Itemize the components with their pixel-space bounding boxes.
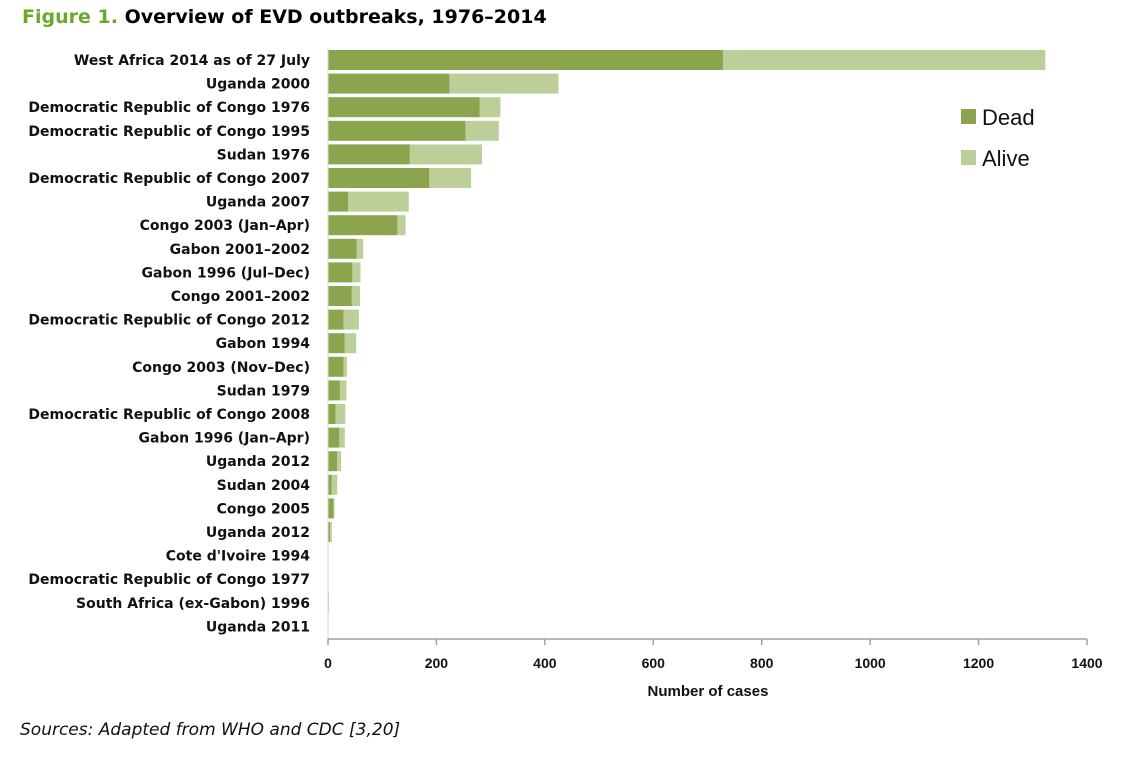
category-label: Sudan 1979 bbox=[217, 383, 310, 399]
bar-dead bbox=[328, 238, 357, 259]
bar-alive bbox=[339, 427, 345, 448]
bar-dead bbox=[328, 50, 724, 70]
category-label: West Africa 2014 as of 27 July bbox=[74, 53, 310, 69]
x-axis-ticks: 0 200 400 600 800 1000 1200 1400 bbox=[324, 639, 1103, 671]
bar-alive bbox=[479, 97, 501, 118]
bar-dead bbox=[328, 262, 353, 283]
category-label: Uganda 2012 bbox=[206, 454, 310, 470]
bar-alive bbox=[348, 191, 409, 212]
bar-dead bbox=[328, 215, 398, 236]
legend-swatch-dead bbox=[961, 109, 976, 124]
bar-alive bbox=[328, 592, 330, 613]
category-label: Democratic Republic of Congo 1976 bbox=[28, 100, 310, 116]
bar-dead bbox=[328, 191, 349, 212]
category-labels: West Africa 2014 as of 27 July Uganda 200… bbox=[28, 53, 310, 635]
category-label: Congo 2005 bbox=[217, 501, 310, 517]
figure-label: Figure 1. bbox=[22, 6, 118, 28]
bar-alive bbox=[344, 333, 357, 354]
bar-dead bbox=[328, 380, 340, 401]
bar-alive bbox=[335, 404, 346, 424]
bar-dead bbox=[328, 451, 338, 472]
bar-dead bbox=[328, 144, 410, 165]
category-label: Gabon 2001–2002 bbox=[170, 242, 310, 258]
bar-dead bbox=[328, 356, 344, 377]
bar-dead bbox=[328, 404, 336, 424]
legend-swatch-alive bbox=[961, 150, 976, 165]
figure-title: Figure 1. Overview of EVD outbreaks, 197… bbox=[22, 6, 547, 28]
bar-alive bbox=[337, 451, 342, 472]
x-tick-label: 1400 bbox=[1071, 655, 1102, 671]
category-label: Congo 2003 (Jan–Apr) bbox=[140, 218, 310, 234]
bar-chart: West Africa 2014 as of 27 July Uganda 200… bbox=[28, 48, 1103, 700]
category-label: Sudan 2004 bbox=[217, 478, 311, 494]
bar-dead bbox=[328, 97, 480, 118]
bar-alive bbox=[429, 168, 472, 188]
figure-title-text: Overview of EVD outbreaks, 1976–2014 bbox=[124, 6, 547, 28]
bar-dead bbox=[328, 427, 340, 448]
x-tick-label: 600 bbox=[642, 655, 666, 671]
category-label: Gabon 1996 (Jan–Apr) bbox=[139, 431, 310, 447]
category-label: Democratic Republic of Congo 2008 bbox=[28, 407, 310, 423]
bar-alive bbox=[449, 73, 559, 94]
bar-dead bbox=[328, 120, 466, 141]
bar-dead bbox=[328, 286, 352, 306]
bar-alive bbox=[333, 498, 335, 519]
x-tick-label: 1000 bbox=[855, 655, 886, 671]
x-axis-title: Number of cases bbox=[648, 683, 769, 700]
bar-dead bbox=[328, 168, 430, 188]
x-tick-label: 1200 bbox=[963, 655, 994, 671]
bar-alive bbox=[339, 380, 347, 401]
category-label: Gabon 1996 (Jul–Dec) bbox=[142, 265, 310, 281]
legend: Dead Alive bbox=[961, 105, 1035, 171]
bar-alive bbox=[397, 215, 406, 236]
bar-alive bbox=[352, 262, 361, 283]
category-label: Democratic Republic of Congo 2012 bbox=[28, 313, 310, 329]
category-label: Uganda 2012 bbox=[206, 525, 310, 541]
bars bbox=[328, 50, 1046, 637]
category-label: South Africa (ex-Gabon) 1996 bbox=[76, 596, 310, 612]
legend-label-dead: Dead bbox=[982, 105, 1035, 130]
x-tick-label: 200 bbox=[425, 655, 449, 671]
bar-alive bbox=[331, 474, 338, 495]
bar-dead bbox=[328, 474, 332, 495]
bar-alive bbox=[723, 50, 1046, 70]
category-label: Democratic Republic of Congo 2007 bbox=[28, 171, 310, 187]
bar-dead bbox=[328, 522, 331, 542]
category-label: Democratic Republic of Congo 1995 bbox=[28, 124, 310, 140]
bar-dead bbox=[328, 498, 334, 519]
bar-alive bbox=[465, 120, 499, 141]
bar-alive bbox=[409, 144, 482, 165]
category-label: Gabon 1994 bbox=[216, 336, 311, 352]
bar-alive bbox=[351, 286, 360, 306]
category-label: Uganda 2000 bbox=[206, 77, 310, 93]
bar-alive bbox=[356, 238, 364, 259]
x-tick-label: 400 bbox=[533, 655, 557, 671]
bar-alive bbox=[343, 356, 347, 377]
bar-alive bbox=[343, 309, 359, 330]
category-label: Democratic Republic of Congo 1977 bbox=[28, 572, 310, 588]
bar-alive bbox=[330, 522, 332, 542]
category-label: Cote d'Ivoire 1994 bbox=[166, 549, 311, 565]
legend-label-alive: Alive bbox=[982, 146, 1030, 171]
source-note: Sources: Adapted from WHO and CDC [3,20] bbox=[20, 720, 401, 740]
category-label: Sudan 1976 bbox=[217, 147, 310, 163]
bar-dead bbox=[328, 73, 450, 94]
category-label: Uganda 2007 bbox=[206, 195, 310, 211]
x-tick-label: 800 bbox=[750, 655, 774, 671]
x-tick-label: 0 bbox=[324, 655, 332, 671]
category-label: Uganda 2011 bbox=[206, 619, 310, 635]
bar-dead bbox=[328, 309, 344, 330]
bar-dead bbox=[328, 333, 345, 354]
category-label: Congo 2001–2002 bbox=[171, 289, 310, 305]
category-label: Congo 2003 (Nov–Dec) bbox=[132, 360, 310, 376]
